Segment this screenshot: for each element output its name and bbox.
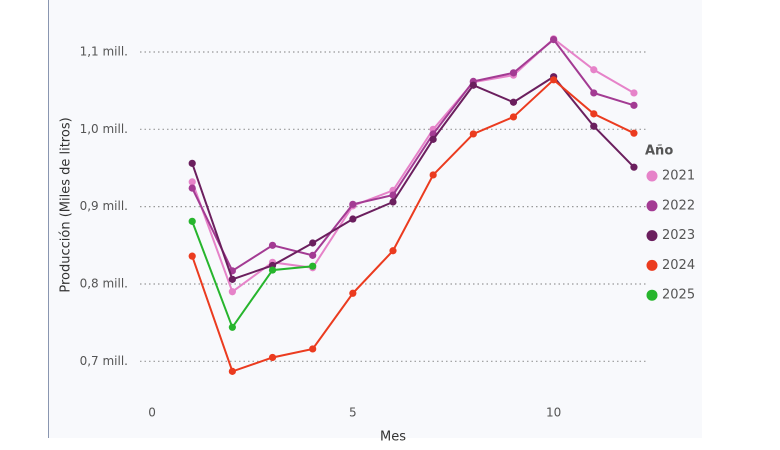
x-tick-label: 10 — [546, 406, 561, 420]
data-point — [309, 239, 317, 247]
legend-marker — [646, 230, 658, 242]
legend-label: 2024 — [662, 258, 695, 273]
data-point — [309, 251, 317, 259]
series-line — [191, 78, 635, 373]
data-point — [228, 275, 236, 283]
data-point — [590, 122, 598, 130]
legend-label: 2021 — [662, 169, 695, 184]
data-point — [268, 241, 277, 249]
x-tick-label: 0 — [148, 406, 156, 420]
x-axis-label: Mes — [380, 430, 406, 445]
legend-label: 2025 — [662, 288, 695, 303]
legend-marker — [646, 259, 658, 271]
data-point — [630, 129, 638, 137]
data-point — [309, 262, 317, 270]
series-line — [191, 220, 313, 330]
data-point — [630, 89, 638, 97]
legend-title: Año — [645, 144, 673, 159]
data-point — [630, 101, 638, 109]
data-point — [509, 113, 518, 121]
data-point — [349, 200, 357, 208]
data-point — [268, 353, 277, 362]
data-point — [188, 252, 196, 260]
data-point — [469, 81, 477, 89]
y-tick-label: 0,7 mill. — [80, 354, 128, 368]
data-point — [188, 184, 196, 192]
data-point — [188, 217, 196, 225]
y-tick-label: 1,1 mill. — [80, 44, 128, 58]
y-tick-label: 0,9 mill. — [80, 199, 128, 213]
y-tick-label: 1,0 mill. — [80, 122, 128, 136]
data-point — [228, 323, 236, 331]
data-point — [268, 266, 277, 274]
legend-marker — [646, 289, 658, 301]
data-point — [389, 198, 397, 206]
legend-marker — [646, 200, 658, 212]
data-point — [469, 130, 477, 138]
data-point — [228, 288, 236, 296]
legend-label: 2022 — [662, 198, 695, 213]
data-point — [550, 76, 558, 84]
data-point — [429, 171, 437, 179]
y-axis-label: Producción (Miles de litros) — [59, 117, 74, 292]
data-point — [188, 178, 196, 186]
y-tick-label: 0,8 mill. — [80, 276, 128, 290]
data-point — [509, 69, 518, 77]
data-point — [349, 289, 357, 297]
plot-background — [48, 0, 702, 438]
data-point — [550, 35, 558, 44]
series-line — [191, 38, 635, 273]
data-point — [590, 110, 598, 118]
data-point — [349, 215, 357, 223]
data-point — [389, 247, 397, 255]
data-point — [590, 66, 598, 74]
data-point — [590, 89, 598, 97]
legend-marker — [646, 170, 658, 182]
data-point — [389, 191, 397, 199]
data-point — [188, 159, 196, 167]
data-point — [429, 135, 437, 143]
x-tick-label: 5 — [349, 406, 357, 420]
data-point — [309, 345, 317, 353]
data-point — [630, 163, 638, 171]
data-point — [228, 367, 236, 375]
data-point — [509, 98, 518, 106]
legend-label: 2023 — [662, 228, 695, 243]
